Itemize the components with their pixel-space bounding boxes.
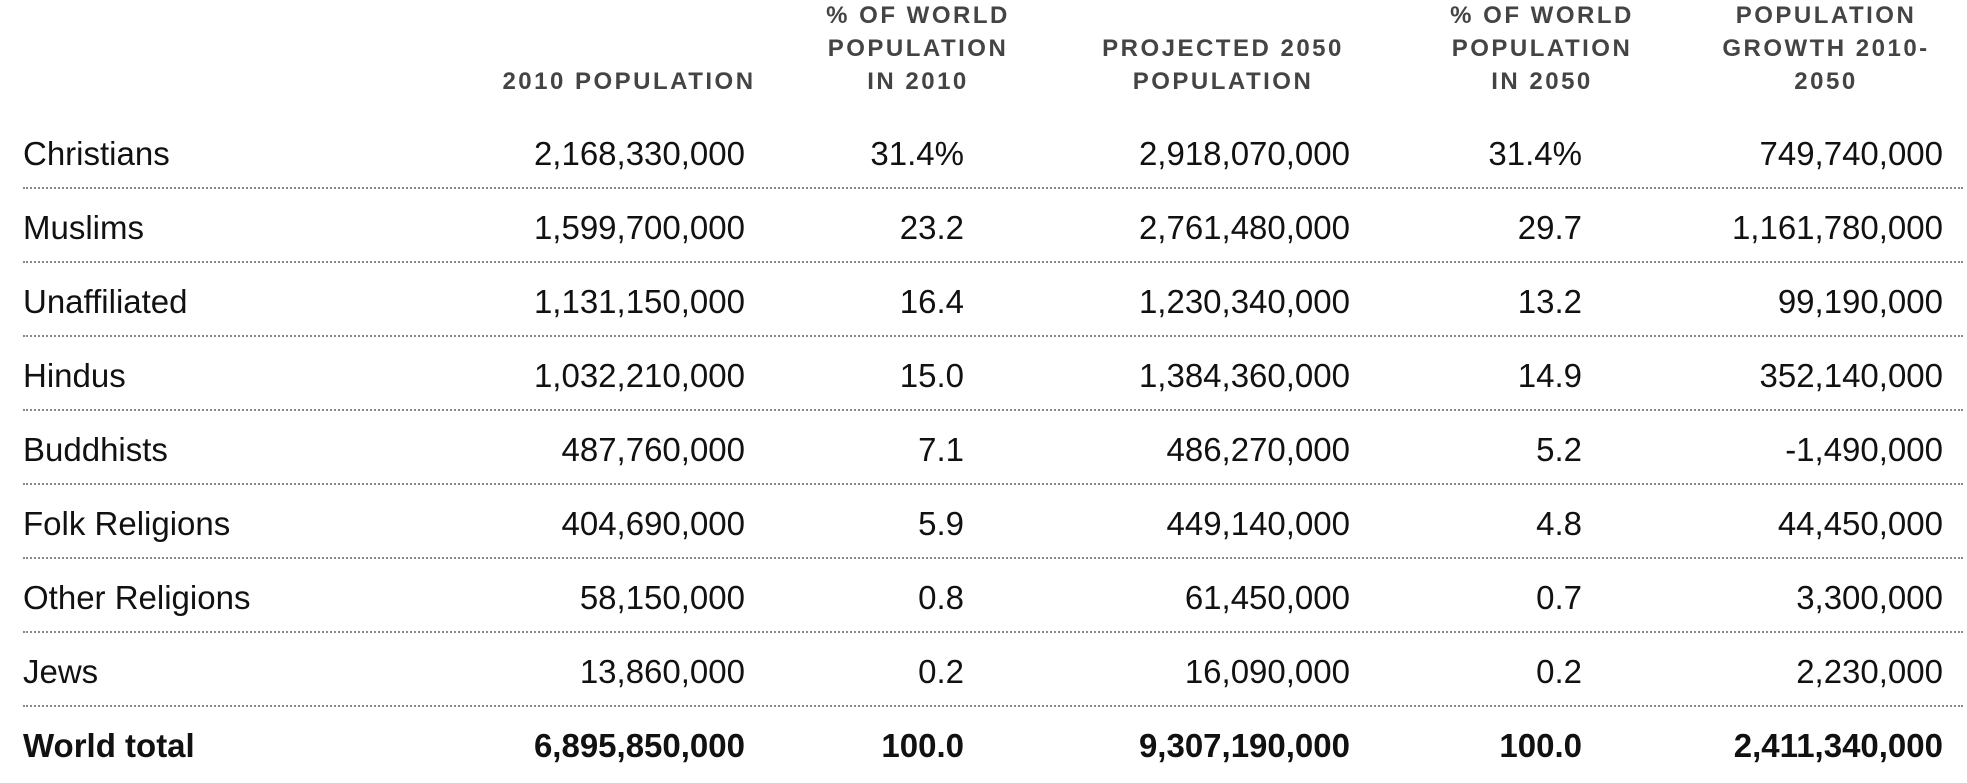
column-header: IN 2010 bbox=[867, 68, 969, 95]
cell: 14.9 bbox=[1517, 357, 1582, 394]
row-label: Jews bbox=[23, 653, 99, 690]
column-header: % OF WORLD bbox=[1450, 2, 1634, 29]
cell: 1,032,210,000 bbox=[533, 357, 745, 394]
cell: 0.7 bbox=[1536, 579, 1582, 616]
cell: 7.1 bbox=[918, 431, 964, 468]
cell: 29.7 bbox=[1517, 209, 1582, 246]
cell: 16.4 bbox=[899, 283, 964, 320]
cell: 0.2 bbox=[918, 653, 964, 690]
cell: 15.0 bbox=[899, 357, 964, 394]
cell: 31.4% bbox=[870, 135, 964, 172]
row-divider bbox=[23, 705, 1963, 707]
column-header: PROJECTED 2050 bbox=[1102, 35, 1344, 62]
column-header: 2050 bbox=[1794, 68, 1858, 95]
cell: 9,307,190,000 bbox=[1138, 727, 1350, 764]
cell: 31.4% bbox=[1488, 135, 1582, 172]
cell: 2,761,480,000 bbox=[1138, 209, 1350, 246]
cell: 5.2 bbox=[1536, 431, 1582, 468]
row-label: Buddhists bbox=[23, 431, 168, 468]
row-divider bbox=[23, 335, 1963, 337]
cell: 2,411,340,000 bbox=[1733, 727, 1943, 764]
cell: 4.8 bbox=[1536, 505, 1582, 542]
cell: -1,490,000 bbox=[1785, 431, 1943, 468]
row-divider bbox=[23, 187, 1963, 189]
row-divider bbox=[23, 483, 1963, 485]
cell: 1,131,150,000 bbox=[533, 283, 745, 320]
cell: 6,895,850,000 bbox=[533, 727, 745, 764]
cell: 100.0 bbox=[1499, 727, 1582, 764]
cell: 99,190,000 bbox=[1777, 283, 1943, 320]
cell: 61,450,000 bbox=[1184, 579, 1350, 616]
row-label: Hindus bbox=[23, 357, 126, 394]
column-header: POPULATION bbox=[1132, 68, 1314, 95]
row-label: Unaffiliated bbox=[23, 283, 188, 320]
row-label: Other Religions bbox=[23, 579, 251, 616]
row-label: Christians bbox=[23, 135, 170, 172]
cell: 16,090,000 bbox=[1184, 653, 1350, 690]
cell: 0.8 bbox=[918, 579, 964, 616]
cell: 1,384,360,000 bbox=[1138, 357, 1350, 394]
cell: 3,300,000 bbox=[1796, 579, 1943, 616]
cell: 352,140,000 bbox=[1759, 357, 1943, 394]
cell: 1,161,780,000 bbox=[1731, 209, 1943, 246]
cell: 2,230,000 bbox=[1796, 653, 1943, 690]
column-header: IN 2050 bbox=[1491, 68, 1593, 95]
cell: 58,150,000 bbox=[579, 579, 745, 616]
cell: 2,918,070,000 bbox=[1138, 135, 1350, 172]
row-divider bbox=[23, 557, 1963, 559]
cell: 44,450,000 bbox=[1777, 505, 1943, 542]
column-header: 2010 POPULATION bbox=[502, 68, 756, 95]
row-divider bbox=[23, 631, 1963, 633]
column-header: POPULATION bbox=[827, 35, 1009, 62]
cell: 1,230,340,000 bbox=[1138, 283, 1350, 320]
cell: 13,860,000 bbox=[579, 653, 745, 690]
cell: 0.2 bbox=[1536, 653, 1582, 690]
row-label: Muslims bbox=[23, 209, 144, 246]
cell: 100.0 bbox=[881, 727, 964, 764]
column-header: POPULATION bbox=[1735, 2, 1917, 29]
cell: 1,599,700,000 bbox=[533, 209, 745, 246]
cell: 487,760,000 bbox=[561, 431, 745, 468]
row-divider bbox=[23, 409, 1963, 411]
cell: 2,168,330,000 bbox=[533, 135, 745, 172]
cell: 23.2 bbox=[899, 209, 964, 246]
cell: 486,270,000 bbox=[1166, 431, 1350, 468]
cell: 404,690,000 bbox=[561, 505, 745, 542]
column-header: POPULATION bbox=[1451, 35, 1633, 62]
row-label: Folk Religions bbox=[23, 505, 231, 542]
cell: 749,740,000 bbox=[1759, 135, 1943, 172]
column-header: % OF WORLD bbox=[826, 2, 1010, 29]
cell: 5.9 bbox=[918, 505, 964, 542]
cell: 449,140,000 bbox=[1166, 505, 1350, 542]
column-header: GROWTH 2010- bbox=[1722, 35, 1930, 62]
cell: 13.2 bbox=[1517, 283, 1582, 320]
row-divider bbox=[23, 261, 1963, 263]
row-label: World total bbox=[23, 727, 195, 764]
